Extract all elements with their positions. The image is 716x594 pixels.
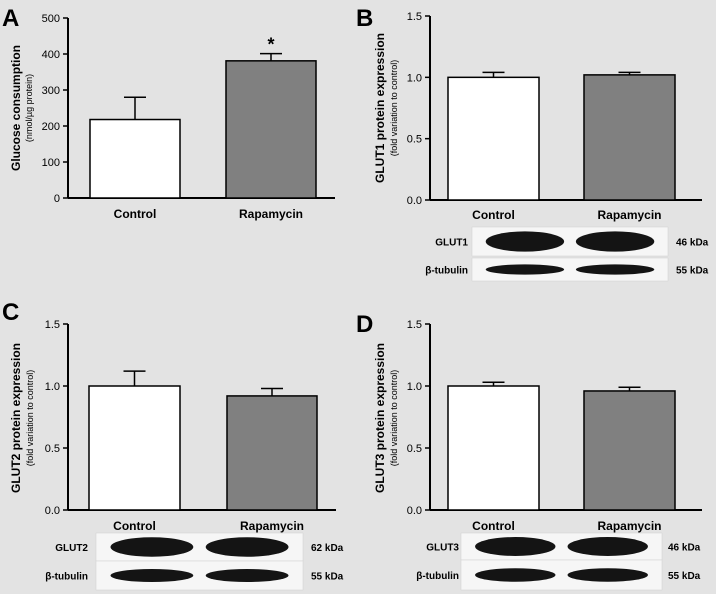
blot-row-1: β-tubulin 55 kDa	[45, 560, 344, 591]
category-label: Control	[114, 207, 157, 221]
y-tick-label: 300	[42, 85, 60, 97]
y-axis-title: GLUT1 protein expression	[373, 33, 387, 183]
blot-protein-label: β-tubulin	[425, 266, 468, 277]
y-tick-label: 1.5	[407, 11, 422, 23]
y-tick-label: 1.0	[45, 381, 60, 393]
y-tick-label: 100	[42, 157, 60, 169]
bar-rapamycin	[225, 60, 317, 199]
blot-band-rapamycin	[575, 264, 655, 275]
blot-row-0: GLUT2 62 kDa	[55, 532, 344, 562]
y-axis-title: GLUT2 protein expression	[9, 343, 23, 493]
blot-band-rapamycin	[205, 568, 289, 583]
bar-control	[447, 76, 540, 201]
blot-row-1: β-tubulin 55 kDa	[425, 257, 709, 282]
blot-protein-label: β-tubulin	[45, 572, 88, 583]
y-tick-label: 0.0	[407, 195, 422, 207]
significance-marker: *	[267, 35, 274, 55]
blot-protein-label: GLUT1	[435, 238, 468, 249]
bar-rapamycin	[583, 74, 676, 201]
category-label: Control	[472, 208, 515, 222]
bar-control	[89, 118, 181, 199]
panel-letter: C	[2, 299, 19, 326]
y-tick-label: 1.0	[407, 381, 422, 393]
blot-kda-label: 55 kDa	[668, 571, 701, 582]
blot-protein-label: GLUT3	[426, 543, 459, 554]
category-label: Rapamycin	[239, 207, 303, 221]
y-axis-subtitle: (fold variation to control)	[25, 370, 35, 467]
blot-kda-label: 62 kDa	[311, 543, 344, 554]
blot-band-rapamycin	[205, 537, 289, 557]
y-tick-label: 0.5	[45, 443, 60, 455]
blot-row-1: β-tubulin 55 kDa	[416, 559, 701, 591]
blot-band-control	[110, 568, 194, 583]
blot-kda-label: 46 kDa	[676, 238, 709, 249]
y-tick-label: 400	[42, 49, 60, 61]
bar-rapamycin	[226, 395, 318, 511]
blot-kda-label: 55 kDa	[311, 572, 344, 583]
panel-letter: A	[2, 5, 19, 32]
category-label: Control	[113, 519, 156, 533]
blot-band-control	[485, 231, 565, 252]
blot-row-0: GLUT1 46 kDa	[435, 226, 709, 257]
y-tick-label: 1.5	[45, 319, 60, 331]
bar-rapamycin	[583, 390, 676, 511]
panel-b: B 0.0 0.5 1.0 1.5 Control Rapamycin GLUT1 prote…	[356, 5, 709, 282]
y-tick-label: 1.0	[407, 72, 422, 84]
y-tick-label: 1.5	[407, 319, 422, 331]
category-label: Control	[472, 519, 515, 533]
y-axis-subtitle: (fold variation to control)	[389, 60, 399, 157]
y-axis-subtitle: (fold variation to control)	[389, 370, 399, 467]
y-axis-title: Glucose consumption	[9, 45, 23, 171]
blot-band-rapamycin	[575, 231, 655, 252]
y-axis-subtitle: (nmol/µg protein)	[24, 74, 34, 142]
blot-protein-label: GLUT2	[55, 543, 88, 554]
y-tick-label: 0.5	[407, 134, 422, 146]
category-label: Rapamycin	[597, 519, 661, 533]
blot-kda-label: 46 kDa	[668, 543, 701, 554]
category-label: Rapamycin	[597, 208, 661, 222]
blot-protein-label: β-tubulin	[416, 571, 459, 582]
y-tick-label: 0.0	[407, 505, 422, 517]
blot-strip	[471, 257, 669, 282]
panel-c: C 0.0 0.5 1.0 1.5 Control Rapamycin GLUT2 prote…	[2, 299, 344, 591]
panel-letter: B	[356, 5, 373, 32]
blot-band-control	[475, 537, 556, 556]
y-tick-label: 0.5	[407, 443, 422, 455]
blot-band-rapamycin	[567, 537, 648, 556]
bar-control	[447, 385, 540, 511]
panel-letter: D	[356, 311, 373, 338]
blot-row-0: GLUT3 46 kDa	[426, 532, 701, 561]
blot-band-control	[485, 264, 565, 275]
panel-d: D 0.0 0.5 1.0 1.5 Control Rapamycin GLUT3 prote…	[356, 311, 702, 591]
y-tick-label: 0	[54, 193, 60, 205]
panel-a: A 0 100 200 300 400 500 Control * Rapamycin Glucos…	[2, 5, 335, 221]
blot-band-control	[475, 568, 556, 582]
y-axis-title: GLUT3 protein expression	[373, 343, 387, 493]
bar-control	[88, 385, 181, 511]
y-tick-label: 500	[42, 13, 60, 25]
y-tick-label: 200	[42, 121, 60, 133]
blot-band-rapamycin	[567, 568, 648, 582]
y-tick-label: 0.0	[45, 505, 60, 517]
blot-band-control	[110, 537, 194, 557]
category-label: Rapamycin	[240, 519, 304, 533]
blot-kda-label: 55 kDa	[676, 266, 709, 277]
